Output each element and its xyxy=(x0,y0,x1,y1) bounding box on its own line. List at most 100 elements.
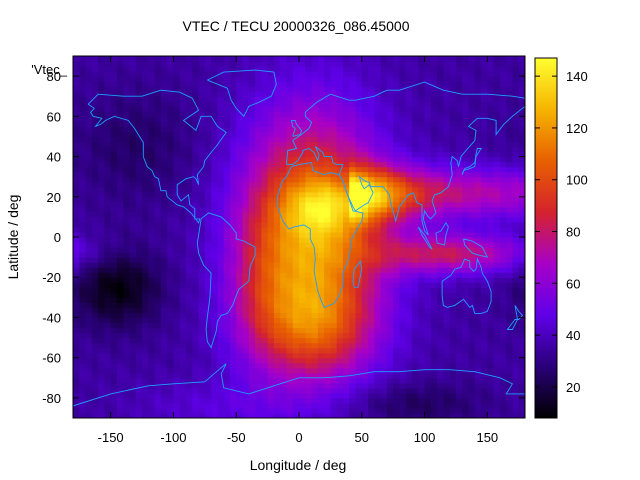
heatmap-cell xyxy=(192,347,200,354)
heatmap-cell xyxy=(204,372,212,379)
heatmap-cell xyxy=(142,312,149,319)
heatmap-cell xyxy=(179,367,187,374)
heatmap-cell xyxy=(261,76,269,82)
heatmap-cell xyxy=(474,121,482,127)
heatmap-cell xyxy=(361,91,369,97)
heatmap-cell xyxy=(487,382,495,389)
heatmap-cell xyxy=(242,191,250,198)
heatmap-cell xyxy=(179,272,187,278)
heatmap-cell xyxy=(342,352,350,359)
heatmap-cell xyxy=(299,312,306,319)
heatmap-cell xyxy=(248,101,256,107)
heatmap-cell xyxy=(229,297,237,303)
heatmap-cell xyxy=(311,292,319,298)
heatmap-cell xyxy=(255,181,262,188)
heatmap-cell xyxy=(449,387,457,394)
heatmap-cell xyxy=(468,397,476,404)
heatmap-cell xyxy=(443,402,451,409)
heatmap-cell xyxy=(386,126,394,133)
heatmap-cell xyxy=(261,101,269,107)
heatmap-cell xyxy=(430,126,438,133)
heatmap-cell xyxy=(324,111,331,117)
heatmap-cell xyxy=(368,71,375,77)
heatmap-cell xyxy=(330,146,338,153)
heatmap-cell xyxy=(186,181,193,188)
heatmap-cell xyxy=(317,332,325,339)
heatmap-cell xyxy=(85,221,93,228)
heatmap-cell xyxy=(299,282,306,288)
heatmap-cell xyxy=(449,402,457,409)
heatmap-cell xyxy=(236,262,244,268)
heatmap-cell xyxy=(474,166,482,173)
heatmap-cell xyxy=(349,277,357,283)
heatmap-cell xyxy=(317,101,325,107)
heatmap-cell xyxy=(405,156,413,163)
heatmap-cell xyxy=(104,367,112,374)
heatmap-cell xyxy=(142,141,149,148)
heatmap-cell xyxy=(204,322,212,329)
heatmap-cell xyxy=(204,392,212,399)
heatmap-cell xyxy=(493,392,501,399)
heatmap-cell xyxy=(85,247,93,253)
heatmap-cell xyxy=(211,247,218,253)
heatmap-cell xyxy=(242,297,250,303)
heatmap-cell xyxy=(98,302,105,308)
heatmap-cell xyxy=(73,377,80,384)
heatmap-cell xyxy=(455,237,463,243)
heatmap-cell xyxy=(449,176,457,183)
heatmap-cell xyxy=(91,136,99,143)
heatmap-cell xyxy=(79,237,87,243)
heatmap-cell xyxy=(242,317,250,324)
heatmap-cell xyxy=(418,247,426,253)
heatmap-cell xyxy=(317,302,325,308)
heatmap-cell xyxy=(255,231,262,238)
heatmap-cell xyxy=(424,297,432,303)
heatmap-cell xyxy=(386,252,394,258)
heatmap-cell xyxy=(142,201,149,208)
heatmap-cell xyxy=(173,297,181,303)
heatmap-cell xyxy=(481,151,488,158)
heatmap-cell xyxy=(217,191,225,198)
heatmap-cell xyxy=(506,312,514,319)
heatmap-cell xyxy=(506,206,514,213)
heatmap-cell xyxy=(342,76,350,82)
heatmap-cell xyxy=(493,116,501,122)
heatmap-cell xyxy=(468,216,476,223)
heatmap-cell xyxy=(361,242,369,248)
heatmap-cell xyxy=(73,71,80,77)
heatmap-cell xyxy=(223,231,231,238)
heatmap-cell xyxy=(110,397,118,404)
heatmap-cell xyxy=(192,131,200,138)
heatmap-cell xyxy=(154,116,162,122)
heatmap-cell xyxy=(430,86,438,92)
heatmap-cell xyxy=(506,372,514,379)
heatmap-cell xyxy=(430,166,438,173)
heatmap-cell xyxy=(223,382,231,389)
heatmap-cell xyxy=(487,141,495,148)
heatmap-cell xyxy=(116,272,124,278)
heatmap-cell xyxy=(355,111,363,117)
heatmap-cell xyxy=(393,362,401,369)
heatmap-cell xyxy=(487,267,495,273)
heatmap-cell xyxy=(393,131,401,138)
heatmap-cell xyxy=(223,191,231,198)
heatmap-cell xyxy=(255,206,262,213)
heatmap-cell xyxy=(393,367,401,374)
heatmap-cell xyxy=(437,96,444,102)
heatmap-cell xyxy=(198,161,206,168)
heatmap-cell xyxy=(424,267,432,273)
heatmap-cell xyxy=(405,307,413,314)
heatmap-cell xyxy=(248,277,256,283)
heatmap-cell xyxy=(79,171,87,178)
heatmap-cell xyxy=(142,342,149,349)
heatmap-cell xyxy=(211,397,218,404)
heatmap-cell xyxy=(386,91,394,97)
heatmap-cell xyxy=(179,257,187,263)
heatmap-cell xyxy=(386,151,394,158)
heatmap-cell xyxy=(73,106,80,112)
heatmap-cell xyxy=(229,387,237,394)
heatmap-cell xyxy=(142,171,149,178)
heatmap-cell xyxy=(455,166,463,173)
heatmap-cell xyxy=(91,171,99,178)
heatmap-cell xyxy=(142,71,149,77)
